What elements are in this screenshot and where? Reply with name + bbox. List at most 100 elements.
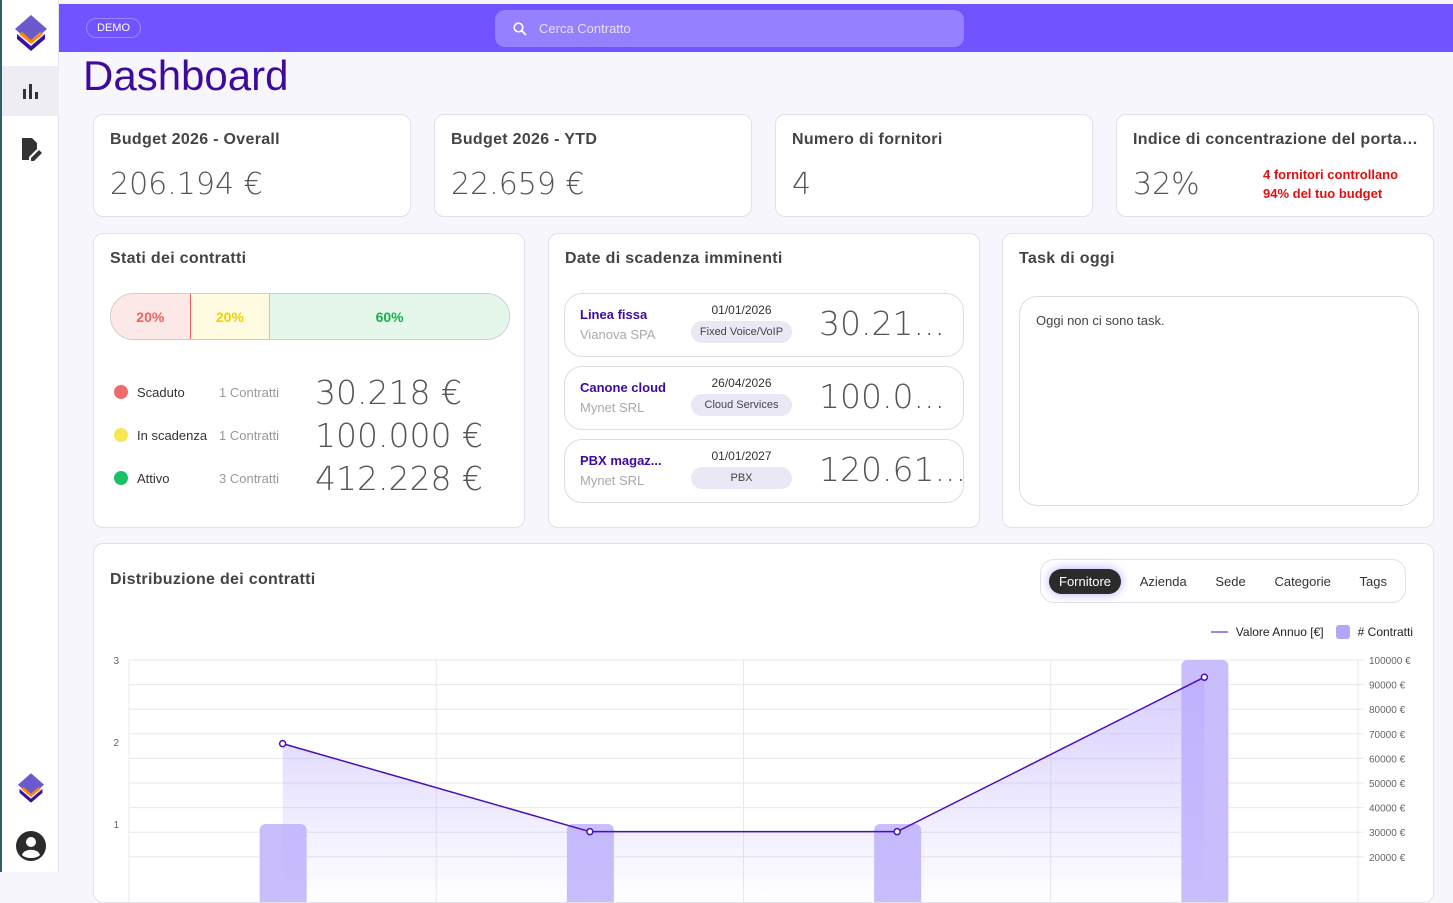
contract-name[interactable]: Linea fissa [580,307,648,322]
kpi-value: 4 [792,167,812,202]
status-label: Scaduto [137,384,185,400]
contract-amount: 100.0... [819,377,945,416]
tab-categorie[interactable]: Categorie [1274,573,1331,589]
line-area [282,677,1205,902]
card-title: Task di oggi [1019,250,1115,267]
card-title: Stati dei contratti [110,250,247,267]
status-value: 412.228 € [315,458,483,498]
deadline-date: 01/01/2027 [711,449,772,463]
left-axis-tick: 1 [113,820,119,831]
kpi-card-budget-ytd: Budget 2026 - YTD 22.659 € [434,114,752,217]
series-line [282,676,1205,833]
kpi-value: 32% [1133,167,1200,202]
search-icon [513,21,527,36]
left-axis-tick: 2 [113,738,119,749]
status-dot-icon [114,471,128,485]
top-bar: DEMO Cerca Contratto [59,4,1453,52]
chart-legend: Valore Annuo [€] # Contratti [1210,625,1413,639]
tasks-empty-text: Oggi non ci sono task. [1036,313,1165,328]
kpi-title: Numero di fornitori [792,131,943,148]
status-row: In scadenza 1 Contratti 100.000 € [114,416,483,455]
right-axis-tick: 20000 € [1369,853,1406,864]
contract-name[interactable]: PBX magaz... [580,453,662,468]
status-segment: 60% [270,294,509,339]
status-segment: 20% [111,294,191,339]
right-axis-tick: 100000 € [1369,656,1411,667]
distribuzione-card: Distribuzione dei contratti Fornitore Azi… [93,543,1434,903]
concentration-note: 4 fornitori controllano 94% del tuo budge… [1263,165,1398,203]
legend-label: Valore Annuo [€] [1235,625,1324,639]
vendor-name: Mynet SRL [580,400,645,415]
logo-icon[interactable] [2,765,59,811]
deadline-item[interactable]: Canone cloud Mynet SRL 26/04/2026 Cloud Ser… [564,366,964,430]
category-tag: Fixed Voice/VoIP [691,321,792,343]
status-count: 3 Contratti [219,470,279,486]
group-by-tabs: Fornitore Azienda Sede Categorie Tags [1040,559,1406,603]
vendor-name: Mynet SRL [580,473,645,488]
deadline-date: 26/04/2026 [711,376,772,390]
tab-azienda[interactable]: Azienda [1139,573,1187,589]
kpi-title: Budget 2026 - Overall [110,131,280,148]
kpi-value: 22.659 € [451,167,585,202]
tab-sede[interactable]: Sede [1215,573,1246,589]
right-axis-tick: 30000 € [1369,828,1406,839]
status-progress-bar: 20% 20% 60% [110,293,510,340]
status-segment: 20% [190,294,271,339]
logo-icon[interactable] [2,8,59,58]
status-label: In scadenza [137,427,208,443]
note-line: 4 fornitori controllano [1263,167,1399,182]
status-value: 100.000 € [315,415,483,455]
line-point [893,827,901,836]
kpi-card-concentrazione: Indice di concentrazione del portafoglio… [1116,114,1434,217]
distribution-chart: 100000 € 90000 € 80000 € 70000 € 60000 € 5000… [113,656,1411,902]
tab-fornitore[interactable]: Fornitore [1049,568,1122,594]
note-line: 94% del tuo budget [1263,186,1383,201]
category-tag: Cloud Services [691,394,792,416]
status-count: 1 Contratti [219,384,279,400]
sidebar-item-contracts[interactable] [2,124,59,174]
status-row: Attivo 3 Contratti 412.228 € [114,459,483,498]
category-tag: PBX [691,467,792,489]
status-count: 1 Contratti [219,427,279,443]
contract-name[interactable]: Canone cloud [580,380,666,395]
right-axis-tick: 80000 € [1369,705,1406,716]
line-point [1200,673,1209,681]
tab-tags[interactable]: Tags [1359,573,1387,589]
right-axis-tick: 40000 € [1369,804,1406,815]
search-placeholder: Cerca Contratto [539,21,631,36]
line-point [278,739,287,748]
search-input[interactable]: Cerca Contratto [495,10,964,47]
bar-chart-icon [22,84,38,99]
deadline-item[interactable]: Linea fissa Vianova SPA 01/01/2026 Fixed Vo… [564,293,964,357]
left-axis-tick: 3 [113,656,119,667]
sidebar-item-dashboard[interactable] [2,66,59,116]
contract-amount: 120.61... [819,450,966,489]
page-title: Dashboard [83,52,289,99]
line-point [586,827,594,836]
vendor-name: Vianova SPA [580,327,656,342]
right-axis-tick: 60000 € [1369,754,1406,765]
kpi-value: 206.194 € [110,167,263,202]
right-axis-tick: 90000 € [1369,681,1406,692]
demo-badge: DEMO [86,18,141,38]
kpi-card-budget-overall: Budget 2026 - Overall 206.194 € [93,114,411,217]
card-title: Date di scadenza imminenti [565,250,783,267]
contract-amount: 30.21... [819,304,945,343]
kpi-card-fornitori: Numero di fornitori 4 [775,114,1093,217]
kpi-title: Budget 2026 - YTD [451,131,598,148]
status-dot-icon [114,428,128,442]
right-axis-tick: 70000 € [1369,730,1406,741]
account-icon[interactable] [2,826,59,866]
deadline-date: 01/01/2026 [711,303,772,317]
tasks-empty-box: Oggi non ci sono task. [1019,296,1419,506]
sidebar [0,0,59,872]
kpi-title: Indice di concentrazione del portafoglio [1133,131,1418,148]
right-axis-tick: 50000 € [1369,779,1406,790]
status-value: 30.218 € [315,372,462,412]
status-label: Attivo [137,470,170,486]
deadline-item[interactable]: PBX magaz... Mynet SRL 01/01/2027 PBX 120.61… [564,439,966,503]
tasks-card: Task di oggi Oggi non ci sono task. [1002,233,1434,528]
edit-document-icon [21,138,42,161]
legend-line-swatch [1210,631,1228,633]
scadenze-card: Date di scadenza imminenti Linea fissa Vi… [548,233,980,528]
